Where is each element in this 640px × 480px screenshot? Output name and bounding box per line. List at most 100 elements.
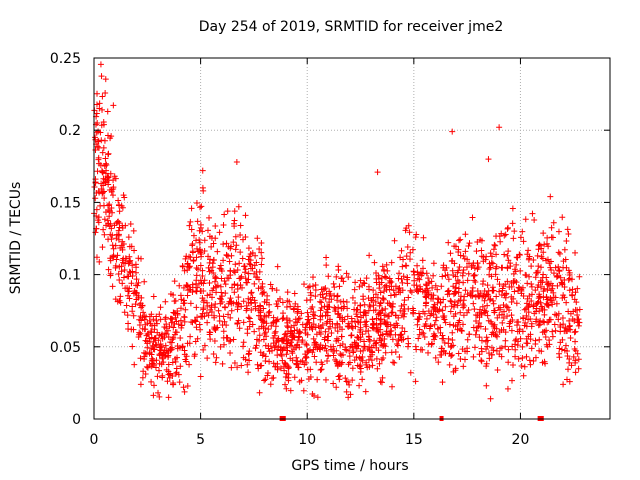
data-point (315, 323, 322, 330)
data-point (97, 129, 104, 136)
data-point (336, 376, 343, 383)
data-point (259, 280, 266, 287)
data-point (545, 280, 552, 287)
data-point (218, 267, 225, 274)
data-point (528, 345, 535, 352)
data-point (339, 341, 346, 347)
data-point (362, 388, 369, 395)
data-point (469, 214, 476, 221)
data-point (92, 195, 99, 202)
data-series-srmtid (91, 61, 583, 421)
data-point (522, 319, 529, 326)
data-point (339, 326, 346, 333)
data-point (555, 263, 562, 270)
data-point (352, 299, 359, 306)
data-point (499, 311, 506, 318)
data-point (307, 296, 314, 303)
data-point (532, 318, 539, 325)
data-point (164, 327, 171, 334)
data-point (254, 361, 261, 368)
data-point (217, 262, 224, 269)
data-point (460, 363, 467, 370)
data-point (525, 309, 532, 316)
data-point (431, 305, 438, 312)
data-point (372, 291, 379, 298)
x-tick-label: 5 (196, 432, 205, 448)
data-point (331, 284, 338, 291)
data-point (113, 231, 120, 238)
data-point (520, 372, 527, 379)
data-point (373, 321, 380, 328)
data-point (397, 332, 404, 339)
data-point (538, 264, 545, 271)
data-point (105, 150, 112, 157)
data-point (284, 328, 291, 335)
data-point (265, 309, 272, 316)
data-point (300, 387, 307, 394)
data-point (280, 310, 287, 317)
data-point (483, 308, 490, 315)
data-point (99, 189, 106, 196)
data-point (107, 231, 114, 238)
data-point (162, 314, 169, 321)
data-point (126, 268, 133, 275)
data-point (303, 342, 310, 349)
data-point (504, 385, 511, 392)
data-point (150, 392, 157, 399)
data-point (100, 226, 107, 233)
data-point (450, 283, 457, 290)
data-point (379, 342, 386, 349)
data-point (482, 256, 489, 263)
data-point (419, 346, 426, 353)
data-point (152, 335, 159, 342)
data-point (320, 286, 327, 293)
data-point (366, 343, 373, 350)
data-point (323, 262, 330, 269)
data-point (116, 263, 123, 270)
data-point (462, 231, 469, 238)
data-point (358, 314, 365, 321)
data-point (133, 282, 140, 289)
data-point (143, 363, 150, 370)
y-tick-label: 0.15 (50, 195, 81, 211)
data-point (527, 315, 534, 322)
data-point (473, 248, 480, 255)
data-point (351, 357, 358, 364)
data-point (309, 274, 316, 281)
data-point (555, 249, 562, 256)
data-point (218, 289, 225, 296)
data-point (464, 291, 471, 298)
data-point (99, 149, 106, 156)
data-point (482, 325, 489, 332)
data-point (110, 102, 117, 109)
data-point (262, 325, 269, 332)
data-point (357, 302, 364, 309)
data-point (330, 343, 337, 350)
data-point (505, 257, 512, 264)
data-point (431, 321, 438, 328)
data-point (333, 273, 340, 280)
data-point (193, 272, 200, 279)
data-point (384, 319, 391, 326)
data-point (347, 343, 354, 350)
data-point (519, 354, 526, 361)
data-point (544, 343, 551, 350)
data-point (352, 279, 359, 286)
data-point (173, 318, 180, 325)
data-point (541, 241, 548, 248)
data-point (457, 356, 464, 363)
data-point (513, 336, 520, 343)
data-point (295, 337, 302, 344)
data-point (228, 243, 235, 250)
data-point (99, 93, 106, 100)
data-point (455, 248, 462, 255)
data-point (291, 305, 298, 312)
data-point (120, 192, 127, 199)
data-point (457, 252, 464, 259)
data-point (260, 336, 267, 343)
data-point (460, 279, 467, 286)
data-point (369, 316, 376, 323)
data-point (553, 312, 560, 319)
data-point (547, 264, 554, 271)
data-point (113, 235, 120, 242)
